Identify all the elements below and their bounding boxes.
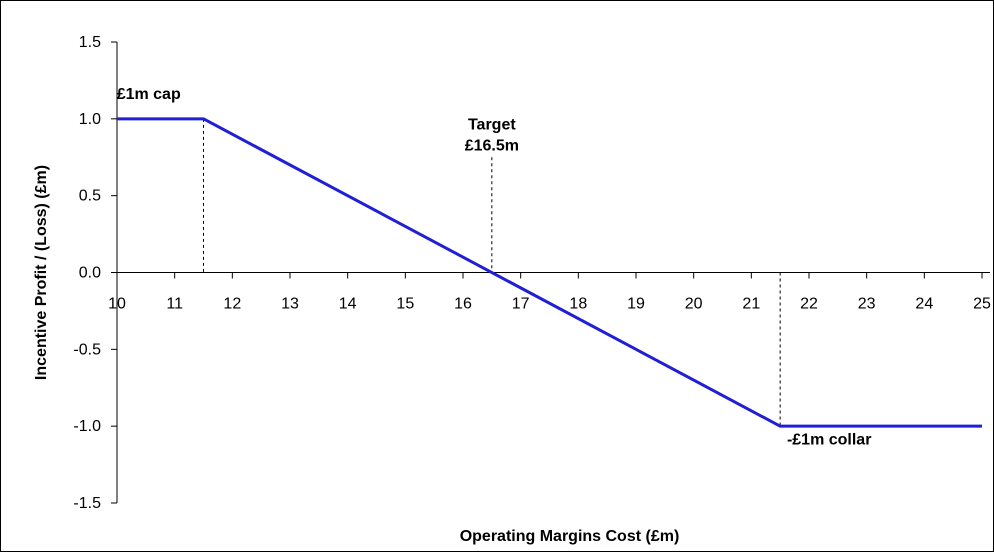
x-tick-label: 15 [396,296,414,313]
x-tick-label: 10 [108,296,126,313]
annotation-label: Target [468,117,516,134]
y-tick-label: 0.0 [79,265,101,282]
x-tick-label: 13 [281,296,299,313]
x-tick-label: 12 [223,296,241,313]
x-tick-label: 24 [915,296,933,313]
y-tick-label: 1.0 [79,111,101,128]
x-tick-label: 18 [569,296,587,313]
y-tick-label: 1.5 [79,34,101,51]
x-tick-label: 14 [339,296,357,313]
x-tick-label: 25 [973,296,991,313]
x-axis-title: Operating Margins Cost (£m) [460,528,680,545]
x-tick-label: 23 [858,296,876,313]
y-tick-label: -1.5 [73,495,101,512]
x-tick-label: 11 [166,296,183,313]
x-tick-label: 16 [454,296,472,313]
series-line [117,117,982,428]
y-axis-title: Incentive Profit / (Loss) (£m) [33,165,50,380]
x-tick-label: 22 [800,296,818,313]
annotation-label: £16.5m [465,138,519,155]
y-tick-label: -1.0 [73,418,101,435]
x-tick-label: 19 [627,296,645,313]
x-tick-label: 21 [742,296,760,313]
y-tick-label: -0.5 [73,341,101,358]
annotation-label: £1m cap [117,86,181,103]
x-tick-label: 20 [685,296,703,313]
x-tick-label: 17 [512,296,530,313]
y-tick-label: 0.5 [79,188,101,205]
plot-area: 1.5 1.0 0.5 0.0 -0.5 -1.0 -1.5 10 11 12 13 14 15 16 17… [33,34,991,545]
annotation-label: -£1m collar [787,432,871,449]
